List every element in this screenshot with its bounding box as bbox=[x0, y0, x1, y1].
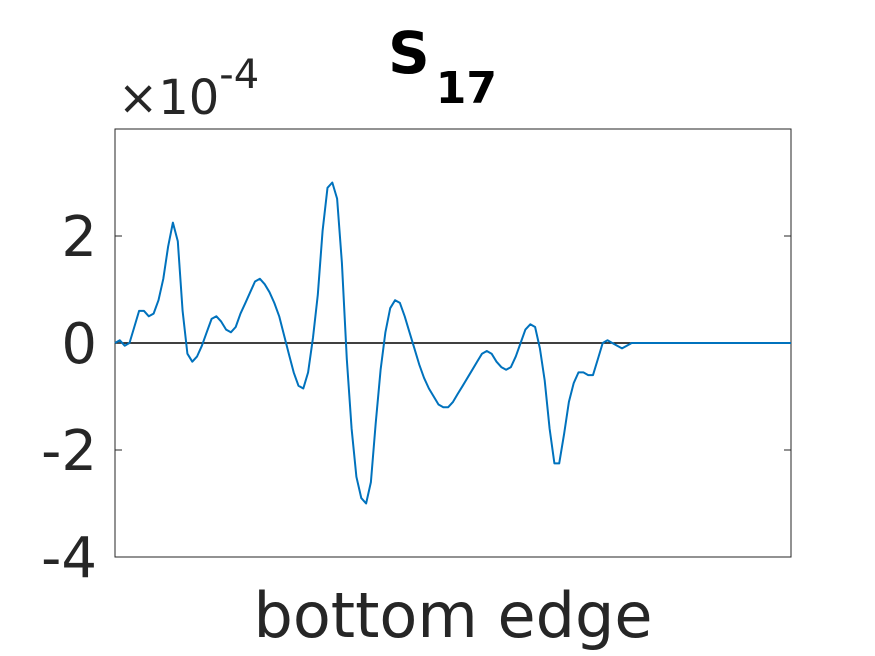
y-tick-labels: -4 -2 0 2 bbox=[41, 205, 97, 591]
series-layer bbox=[114, 181, 791, 505]
x-axis-label: bottom edge bbox=[254, 579, 653, 652]
y-tick-label: 0 bbox=[61, 312, 97, 377]
chart-title-subscript: 17 bbox=[436, 63, 497, 114]
exponent-prefix: ×10 bbox=[118, 70, 219, 126]
y-tick-label: -2 bbox=[41, 419, 97, 484]
y-tick-label: 2 bbox=[61, 205, 97, 270]
chart-title-main: S bbox=[388, 19, 430, 87]
series-line-0 bbox=[114, 181, 791, 505]
y-exponent-label: ×10-4 bbox=[118, 52, 259, 126]
y-tick-label: -4 bbox=[41, 526, 97, 591]
exponent-power: -4 bbox=[219, 52, 259, 98]
chart-title: S17 bbox=[388, 19, 497, 114]
